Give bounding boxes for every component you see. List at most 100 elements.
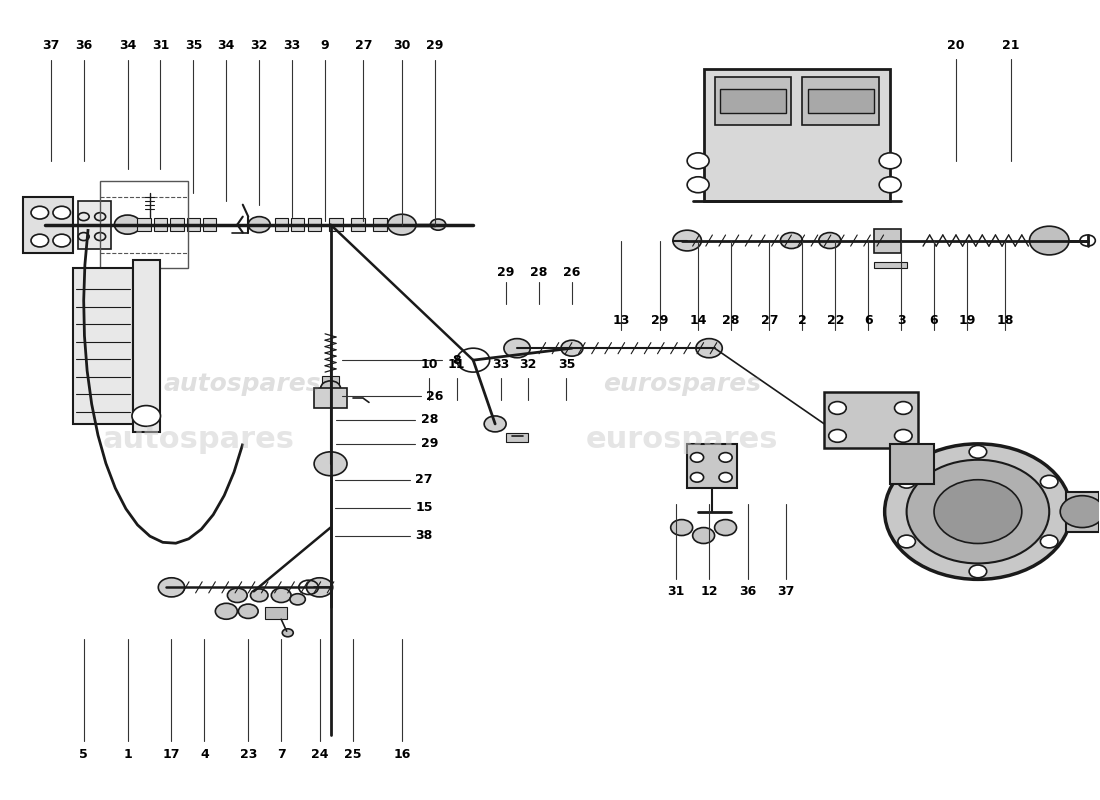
Text: 17: 17 (163, 748, 180, 762)
Bar (807, 89, 873, 113)
Circle shape (1041, 475, 1058, 488)
Text: 12: 12 (701, 585, 718, 598)
Circle shape (719, 453, 733, 462)
Text: 27: 27 (761, 314, 778, 326)
Text: 35: 35 (185, 38, 202, 52)
Circle shape (484, 416, 506, 432)
Text: 32: 32 (251, 38, 268, 52)
Circle shape (31, 234, 48, 247)
Circle shape (673, 230, 702, 251)
Circle shape (884, 444, 1071, 579)
Circle shape (691, 453, 704, 462)
Text: eurospares: eurospares (603, 372, 761, 396)
Circle shape (696, 338, 723, 358)
Circle shape (780, 233, 802, 249)
Circle shape (430, 219, 446, 230)
Text: 3: 3 (896, 314, 905, 326)
Bar (824, 392, 917, 448)
Text: 34: 34 (119, 38, 136, 52)
Bar (873, 229, 901, 253)
Bar (1066, 492, 1099, 531)
Circle shape (132, 406, 161, 426)
Text: 11: 11 (448, 358, 465, 370)
Circle shape (969, 565, 987, 578)
Circle shape (307, 578, 332, 597)
Bar (802, 77, 879, 125)
Bar (265, 607, 287, 619)
Text: 2: 2 (798, 314, 806, 326)
Bar (330, 218, 342, 231)
Bar (715, 77, 791, 125)
Bar (704, 69, 890, 201)
Text: 37: 37 (42, 38, 59, 52)
Text: 31: 31 (668, 585, 685, 598)
Text: 35: 35 (558, 358, 575, 370)
Text: 34: 34 (218, 38, 235, 52)
Text: 29: 29 (426, 38, 443, 52)
Text: 29: 29 (497, 266, 515, 279)
Bar (170, 218, 184, 231)
Circle shape (239, 604, 258, 618)
Text: 28: 28 (420, 414, 438, 426)
Circle shape (216, 603, 238, 619)
Bar (373, 218, 386, 231)
Text: 4: 4 (200, 748, 209, 762)
Bar (204, 218, 217, 231)
Bar (78, 201, 111, 249)
Text: autospares: autospares (103, 426, 295, 454)
Text: 9: 9 (321, 38, 329, 52)
Bar (322, 376, 339, 384)
Circle shape (898, 535, 915, 548)
Text: 5: 5 (79, 748, 88, 762)
Circle shape (114, 215, 141, 234)
Text: 19: 19 (958, 314, 976, 326)
Bar (133, 261, 161, 432)
Text: 25: 25 (343, 748, 361, 762)
Text: 38: 38 (415, 529, 432, 542)
Circle shape (898, 475, 915, 488)
Bar (187, 218, 200, 231)
Bar (154, 218, 167, 231)
Text: 31: 31 (152, 38, 169, 52)
Circle shape (456, 348, 490, 372)
Circle shape (1030, 226, 1069, 255)
Text: 27: 27 (354, 38, 372, 52)
Circle shape (691, 473, 704, 482)
Text: 32: 32 (519, 358, 537, 370)
Text: 36: 36 (739, 585, 756, 598)
Text: 36: 36 (75, 38, 92, 52)
Circle shape (1041, 535, 1058, 548)
Text: 7: 7 (277, 748, 286, 762)
Text: 15: 15 (415, 501, 432, 514)
Bar (292, 218, 305, 231)
Text: 24: 24 (311, 748, 328, 762)
Text: autospares: autospares (164, 372, 321, 396)
Bar (275, 218, 288, 231)
Circle shape (387, 214, 416, 235)
Text: 22: 22 (826, 314, 844, 326)
Bar (73, 269, 133, 424)
Circle shape (879, 177, 901, 193)
Circle shape (828, 430, 846, 442)
Text: 6: 6 (864, 314, 872, 326)
Circle shape (818, 233, 840, 249)
Bar (688, 444, 737, 488)
Circle shape (688, 153, 710, 169)
Circle shape (688, 177, 710, 193)
Text: 27: 27 (415, 474, 432, 486)
Bar (23, 197, 73, 253)
Text: 33: 33 (284, 38, 300, 52)
Text: 26: 26 (426, 390, 443, 402)
Circle shape (693, 527, 715, 543)
Circle shape (290, 594, 306, 605)
Circle shape (504, 338, 530, 358)
Text: 8: 8 (452, 354, 461, 366)
Text: 1: 1 (123, 748, 132, 762)
Text: 26: 26 (563, 266, 581, 279)
Text: 28: 28 (723, 314, 739, 326)
Bar (308, 218, 321, 231)
Circle shape (53, 206, 70, 219)
Text: 10: 10 (420, 358, 438, 370)
Bar (890, 444, 934, 484)
Circle shape (561, 340, 583, 356)
